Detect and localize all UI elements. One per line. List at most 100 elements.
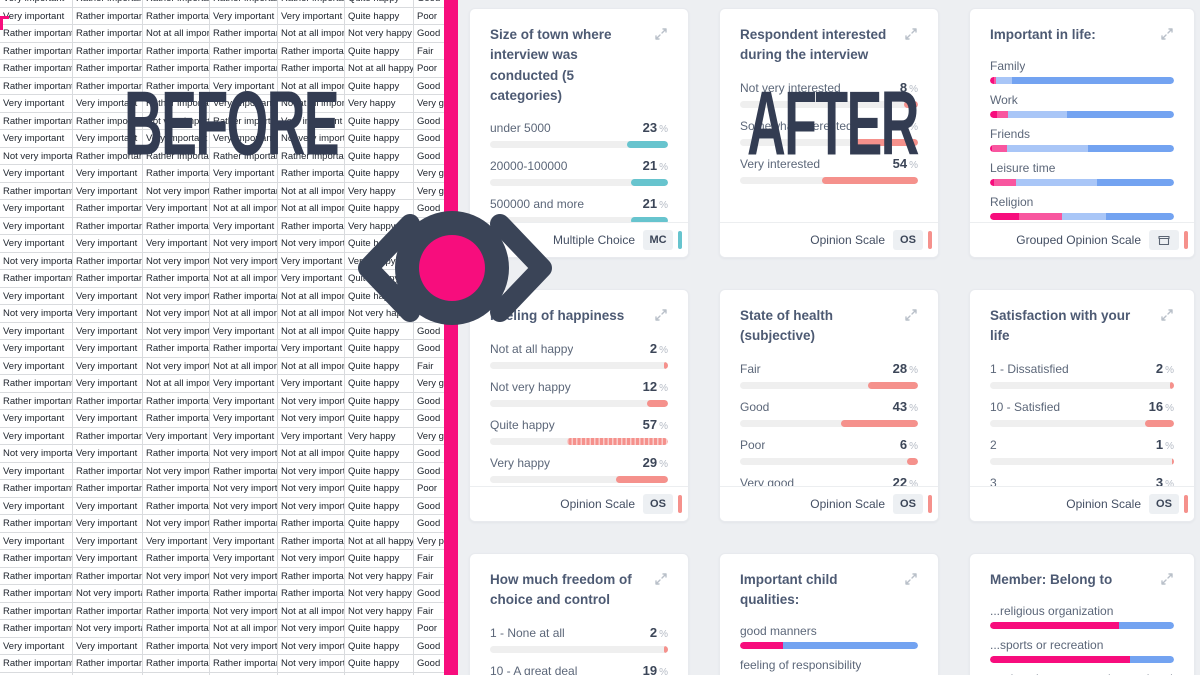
table-cell[interactable]: Rather important: [143, 410, 210, 428]
table-cell[interactable]: Not very happy: [345, 585, 414, 603]
table-cell[interactable]: Rather important: [73, 427, 143, 445]
table-cell[interactable]: Very important: [0, 235, 73, 253]
table-cell[interactable]: Quite happy: [345, 112, 414, 130]
table-cell[interactable]: Rather important: [143, 60, 210, 78]
table-cell[interactable]: Very important: [210, 410, 278, 428]
table-cell[interactable]: Very important: [0, 287, 73, 305]
table-cell[interactable]: Not at all important: [278, 445, 345, 463]
table-cell[interactable]: Good: [414, 498, 445, 515]
table-cell[interactable]: Rather important: [0, 375, 73, 393]
table-cell[interactable]: Not very important: [278, 497, 345, 515]
table-cell[interactable]: Very important: [210, 77, 278, 95]
table-cell[interactable]: Poor: [414, 480, 445, 498]
table-cell[interactable]: Not very important: [210, 637, 278, 655]
table-cell[interactable]: Not very important: [278, 655, 345, 673]
table-cell[interactable]: Very important: [73, 340, 143, 358]
table-cell[interactable]: Poor: [414, 620, 445, 638]
table-cell[interactable]: Not very important: [0, 147, 73, 165]
table-cell[interactable]: Not very important: [278, 130, 345, 148]
table-cell[interactable]: Very important: [278, 112, 345, 130]
table-cell[interactable]: Good: [414, 515, 445, 533]
table-cell[interactable]: Rather important: [0, 567, 73, 585]
table-cell[interactable]: Rather important: [210, 60, 278, 78]
table-cell[interactable]: Rather important: [143, 672, 210, 675]
table-cell[interactable]: Quite happy: [345, 620, 414, 638]
table-cell[interactable]: Rather important: [143, 165, 210, 183]
table-cell[interactable]: Rather important: [143, 497, 210, 515]
table-cell[interactable]: Not very important: [0, 252, 73, 270]
table-cell[interactable]: Rather important: [278, 672, 345, 675]
table-cell[interactable]: Quite happy: [345, 42, 414, 60]
table-cell[interactable]: Very important: [143, 532, 210, 550]
table-cell[interactable]: Rather important: [73, 462, 143, 480]
table-cell[interactable]: Rather important: [278, 515, 345, 533]
table-cell[interactable]: Rather important: [278, 567, 345, 585]
table-cell[interactable]: Rather important: [210, 112, 278, 130]
table-cell[interactable]: Quite happy: [345, 637, 414, 655]
table-cell[interactable]: Rather important: [73, 147, 143, 165]
table-cell[interactable]: Very important: [0, 462, 73, 480]
table-cell[interactable]: Very happy: [345, 182, 414, 200]
table-cell[interactable]: Not very important: [143, 112, 210, 130]
table-cell[interactable]: Very important: [210, 672, 278, 675]
table-cell[interactable]: Quite happy: [345, 77, 414, 95]
table-cell[interactable]: Very important: [73, 550, 143, 568]
table-cell[interactable]: Rather important: [278, 532, 345, 550]
table-cell[interactable]: Not at all important: [210, 200, 278, 218]
table-cell[interactable]: Rather important: [143, 340, 210, 358]
table-cell[interactable]: Very important: [210, 375, 278, 393]
table-cell[interactable]: Rather important: [0, 515, 73, 533]
table-cell[interactable]: Fair: [414, 43, 445, 60]
table-cell[interactable]: Quite happy: [345, 480, 414, 498]
table-cell[interactable]: Very important: [73, 410, 143, 428]
table-cell[interactable]: Rather important: [0, 25, 73, 43]
table-cell[interactable]: Not very happy: [345, 25, 414, 43]
table-cell[interactable]: Rather important: [143, 77, 210, 95]
table-cell[interactable]: Rather important: [0, 480, 73, 498]
table-cell[interactable]: Rather important: [143, 95, 210, 113]
table-cell[interactable]: Very important: [73, 165, 143, 183]
table-cell[interactable]: Rather important: [0, 620, 73, 638]
table-cell[interactable]: Rather important: [73, 567, 143, 585]
question-type-badge[interactable]: MC: [643, 230, 673, 250]
table-cell[interactable]: Quite happy: [345, 462, 414, 480]
table-cell[interactable]: Very important: [210, 322, 278, 340]
table-cell[interactable]: Quite happy: [345, 655, 414, 673]
table-cell[interactable]: Rather important: [0, 60, 73, 78]
table-cell[interactable]: Not at all important: [278, 305, 345, 323]
table-cell[interactable]: Very important: [0, 217, 73, 235]
table-cell[interactable]: Rather important: [73, 60, 143, 78]
table-cell[interactable]: Very important: [73, 445, 143, 463]
table-cell[interactable]: Rather important: [73, 25, 143, 43]
table-cell[interactable]: Very important: [73, 322, 143, 340]
table-cell[interactable]: Not very important: [278, 550, 345, 568]
table-cell[interactable]: Rather important: [143, 7, 210, 25]
table-cell[interactable]: Rather important: [73, 200, 143, 218]
table-cell[interactable]: Quite happy: [345, 130, 414, 148]
table-cell[interactable]: Very good: [414, 165, 445, 183]
table-cell[interactable]: Not very important: [210, 252, 278, 270]
table-cell[interactable]: Very important: [278, 7, 345, 25]
table-cell[interactable]: Very important: [73, 515, 143, 533]
table-cell[interactable]: Very important: [73, 182, 143, 200]
table-cell[interactable]: Quite happy: [345, 200, 414, 218]
table-cell[interactable]: Not at all important: [278, 200, 345, 218]
table-cell[interactable]: Very important: [0, 130, 73, 148]
table-cell[interactable]: Not very important: [143, 322, 210, 340]
table-cell[interactable]: Rather important: [210, 462, 278, 480]
table-cell[interactable]: Very important: [210, 130, 278, 148]
table-cell[interactable]: Rather important: [73, 7, 143, 25]
table-cell[interactable]: Rather important: [143, 550, 210, 568]
table-cell[interactable]: Very important: [0, 427, 73, 445]
table-cell[interactable]: Not very important: [0, 445, 73, 463]
table-cell[interactable]: Rather important: [73, 217, 143, 235]
table-cell[interactable]: Rather important: [278, 42, 345, 60]
table-cell[interactable]: Quite happy: [345, 147, 414, 165]
table-cell[interactable]: Rather important: [73, 42, 143, 60]
table-cell[interactable]: Very important: [0, 200, 73, 218]
table-cell[interactable]: Rather important: [0, 270, 73, 288]
table-cell[interactable]: Not very important: [73, 620, 143, 638]
table-cell[interactable]: Not at all important: [278, 322, 345, 340]
table-cell[interactable]: Quite happy: [345, 515, 414, 533]
table-cell[interactable]: Rather important: [210, 287, 278, 305]
